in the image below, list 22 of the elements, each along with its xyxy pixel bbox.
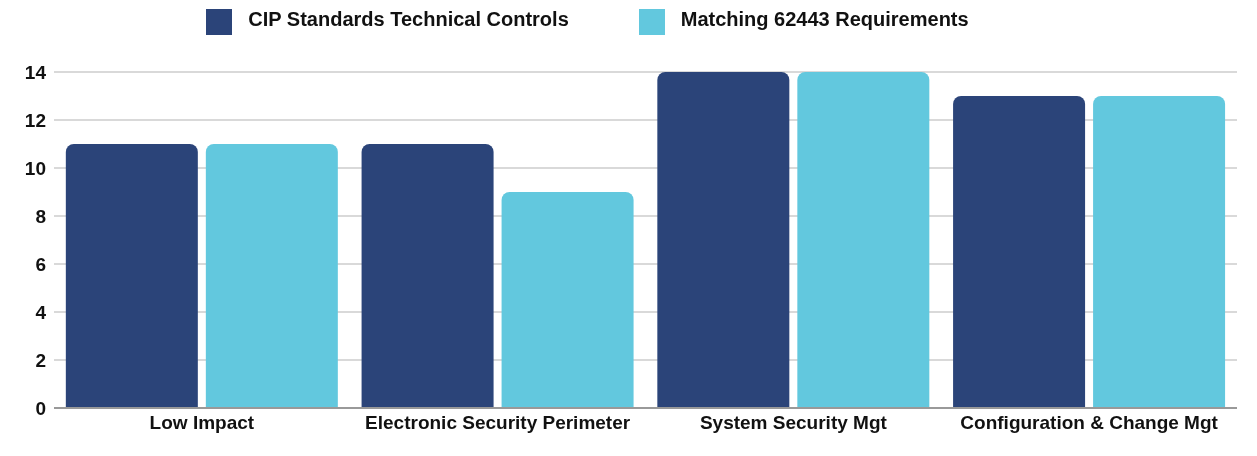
y-tick-label: 14 xyxy=(24,61,47,83)
y-tick-label: 10 xyxy=(24,157,46,179)
bar xyxy=(501,192,634,408)
legend-label: CIP Standards Technical Controls xyxy=(248,8,569,30)
legend-label: Matching 62443 Requirements xyxy=(680,8,969,30)
bar xyxy=(657,72,790,408)
x-tick-label: Low Impact xyxy=(149,412,255,434)
bar xyxy=(953,96,1086,408)
y-tick-label: 2 xyxy=(35,349,46,371)
bar xyxy=(797,72,930,408)
y-tick-label: 8 xyxy=(35,205,46,227)
x-tick-label: Configuration & Change Mgt xyxy=(960,412,1219,434)
x-tick-label: System Security Mgt xyxy=(699,412,888,434)
bar xyxy=(65,144,198,408)
x-tick-label: Electronic Security Perimeter xyxy=(365,412,631,434)
y-tick-label: 12 xyxy=(24,109,46,131)
bar xyxy=(361,144,494,408)
bar xyxy=(1093,96,1226,408)
y-tick-label: 6 xyxy=(35,253,46,275)
y-tick-label: 0 xyxy=(35,397,46,419)
bar xyxy=(205,144,338,408)
y-tick-label: 4 xyxy=(35,301,47,323)
